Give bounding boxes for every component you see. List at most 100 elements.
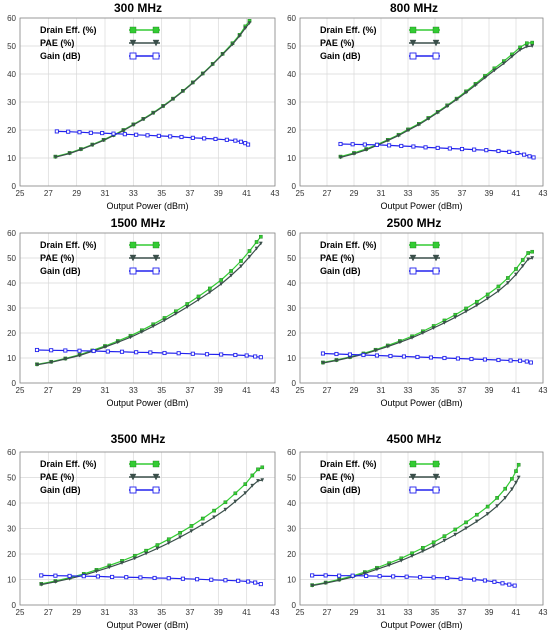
legend: Drain Eff. (%) PAE (%) Gain (dB) <box>320 240 440 276</box>
data-point <box>474 519 479 524</box>
data-point <box>253 354 258 359</box>
data-point <box>459 146 465 152</box>
data-point <box>219 282 224 287</box>
legend-marker <box>152 52 160 60</box>
data-point <box>352 151 356 156</box>
y-tick-label: 30 <box>7 304 16 313</box>
x-tick-label: 29 <box>350 386 359 395</box>
x-tick-label: 39 <box>214 189 223 198</box>
data-point <box>190 351 195 356</box>
legend-label: Gain (dB) <box>320 266 361 276</box>
data-point <box>178 535 183 540</box>
data-point <box>464 309 468 314</box>
data-point <box>527 154 532 159</box>
data-point <box>258 355 263 360</box>
data-point <box>213 136 218 142</box>
data-point <box>171 97 175 102</box>
data-point <box>418 575 423 580</box>
data-point <box>250 473 255 478</box>
data-point <box>53 579 58 584</box>
x-tick-label: 35 <box>157 189 166 198</box>
data-point <box>483 75 487 80</box>
data-point <box>210 62 215 67</box>
data-point <box>388 353 393 359</box>
data-point <box>166 537 171 542</box>
y-tick-label: 30 <box>7 525 16 534</box>
data-point <box>90 143 95 148</box>
data-point <box>530 44 535 49</box>
x-tick-label: 41 <box>512 386 521 395</box>
data-point <box>496 357 501 363</box>
data-point <box>212 508 216 513</box>
legend: Drain Eff. (%) PAE (%) Gain (dB) <box>40 240 160 276</box>
data-point <box>391 574 396 579</box>
data-point <box>258 241 263 246</box>
data-point <box>334 358 339 363</box>
plot-frame <box>299 451 544 606</box>
y-tick-label: 10 <box>287 576 296 585</box>
y-tick-label: 50 <box>7 42 16 51</box>
x-tick-label: 29 <box>350 189 359 198</box>
data-point <box>485 296 490 301</box>
data-point <box>139 330 144 335</box>
legend-marker <box>409 460 417 468</box>
data-point <box>239 264 243 269</box>
chart-panel: 3500 MHz 25 27 29 31 33 35 37 39 41 43 0 10 20 30 40 50 6… <box>7 432 280 630</box>
y-tick-label: 60 <box>287 14 296 23</box>
legend-label: Gain (dB) <box>40 266 81 276</box>
data-point <box>247 254 252 259</box>
x-tick-label: 39 <box>214 386 223 395</box>
data-point <box>253 580 258 585</box>
data-point <box>385 138 390 143</box>
legend-label: Drain Eff. (%) <box>40 25 97 35</box>
data-point <box>81 574 86 579</box>
x-tick-label: 39 <box>485 608 494 617</box>
x-axis-label: Output Power (dBm) <box>106 398 188 408</box>
legend: Drain Eff. (%) PAE (%) Gain (dB) <box>320 25 440 61</box>
data-point <box>512 583 517 588</box>
legend-marker <box>129 473 137 481</box>
data-point <box>453 527 458 532</box>
chart-title: 2500 MHz <box>387 216 442 230</box>
data-point <box>243 26 248 31</box>
data-point <box>447 146 452 151</box>
x-tick-label: 35 <box>431 608 440 617</box>
data-point <box>244 353 249 358</box>
x-tick-label: 41 <box>242 189 251 198</box>
series-line <box>311 464 520 586</box>
data-point <box>207 290 212 295</box>
data-point <box>387 143 392 148</box>
legend-label: Drain Eff. (%) <box>320 459 377 469</box>
x-tick-label: 27 <box>44 189 53 198</box>
series-gain-db <box>39 573 263 587</box>
data-point <box>464 526 468 531</box>
data-point <box>510 487 514 492</box>
data-point <box>507 149 512 154</box>
legend-marker <box>432 267 440 275</box>
data-point <box>420 549 425 554</box>
data-point <box>373 348 378 353</box>
x-tick-label: 27 <box>44 386 53 395</box>
data-point <box>431 326 436 331</box>
data-point <box>53 155 58 160</box>
data-point <box>78 147 83 152</box>
data-point <box>475 299 479 304</box>
x-axis-label: Output Power (dBm) <box>380 398 462 408</box>
data-point <box>189 524 194 528</box>
data-point <box>338 155 343 160</box>
data-point <box>67 573 72 578</box>
legend-marker <box>152 39 160 47</box>
x-tick-label: 43 <box>271 386 280 395</box>
data-point <box>530 249 534 254</box>
data-point <box>110 574 115 579</box>
data-point <box>525 41 529 45</box>
data-point <box>442 538 447 543</box>
data-point <box>485 292 490 297</box>
data-point <box>151 324 156 329</box>
y-tick-label: 50 <box>287 42 296 51</box>
legend-marker <box>409 486 417 494</box>
data-point <box>233 491 238 496</box>
data-point <box>256 479 260 483</box>
data-point <box>156 133 161 138</box>
series-line <box>41 479 263 586</box>
